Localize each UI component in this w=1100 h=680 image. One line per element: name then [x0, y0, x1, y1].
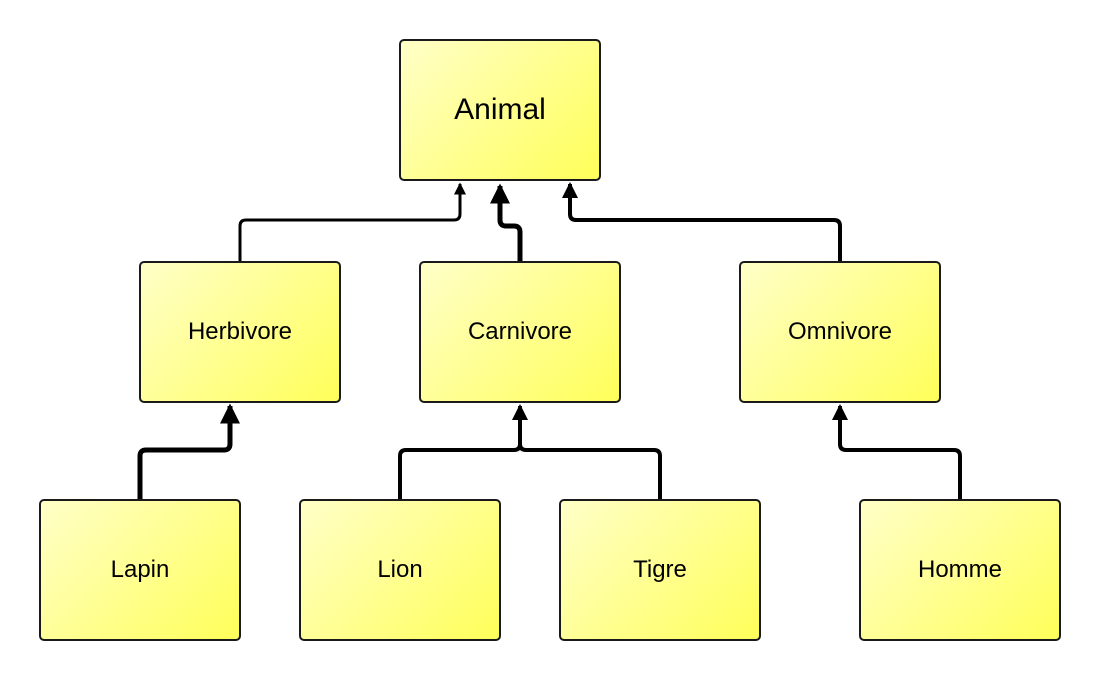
- node-carnivore: Carnivore: [419, 261, 621, 403]
- node-label: Lapin: [110, 556, 170, 583]
- node-label: Tigre: [633, 556, 687, 583]
- node-lion: Lion: [299, 499, 501, 641]
- node-label: Carnivore: [467, 318, 573, 345]
- node-lapin: Lapin: [39, 499, 241, 641]
- node-tigre: Tigre: [559, 499, 761, 641]
- edge-lapin-herbivore: [137, 403, 240, 499]
- edge-tigre-carnivore: [518, 406, 662, 499]
- node-animal: Animal: [399, 39, 601, 181]
- node-label: Homme: [917, 556, 1002, 583]
- edge-herbivore-animal: [238, 182, 466, 261]
- node-label: Lion: [377, 556, 423, 583]
- edge-homme-omnivore: [832, 404, 962, 499]
- node-herbivore: Herbivore: [139, 261, 341, 403]
- node-omnivore: Omnivore: [739, 261, 941, 403]
- node-label: Herbivore: [187, 318, 293, 345]
- node-label: Animal: [454, 93, 546, 126]
- edge-lion-carnivore: [398, 404, 528, 499]
- node-homme: Homme: [859, 499, 1061, 641]
- node-label: Omnivore: [787, 318, 893, 345]
- edge-omnivore-animal: [562, 182, 842, 261]
- edge-carnivore-animal: [490, 183, 523, 261]
